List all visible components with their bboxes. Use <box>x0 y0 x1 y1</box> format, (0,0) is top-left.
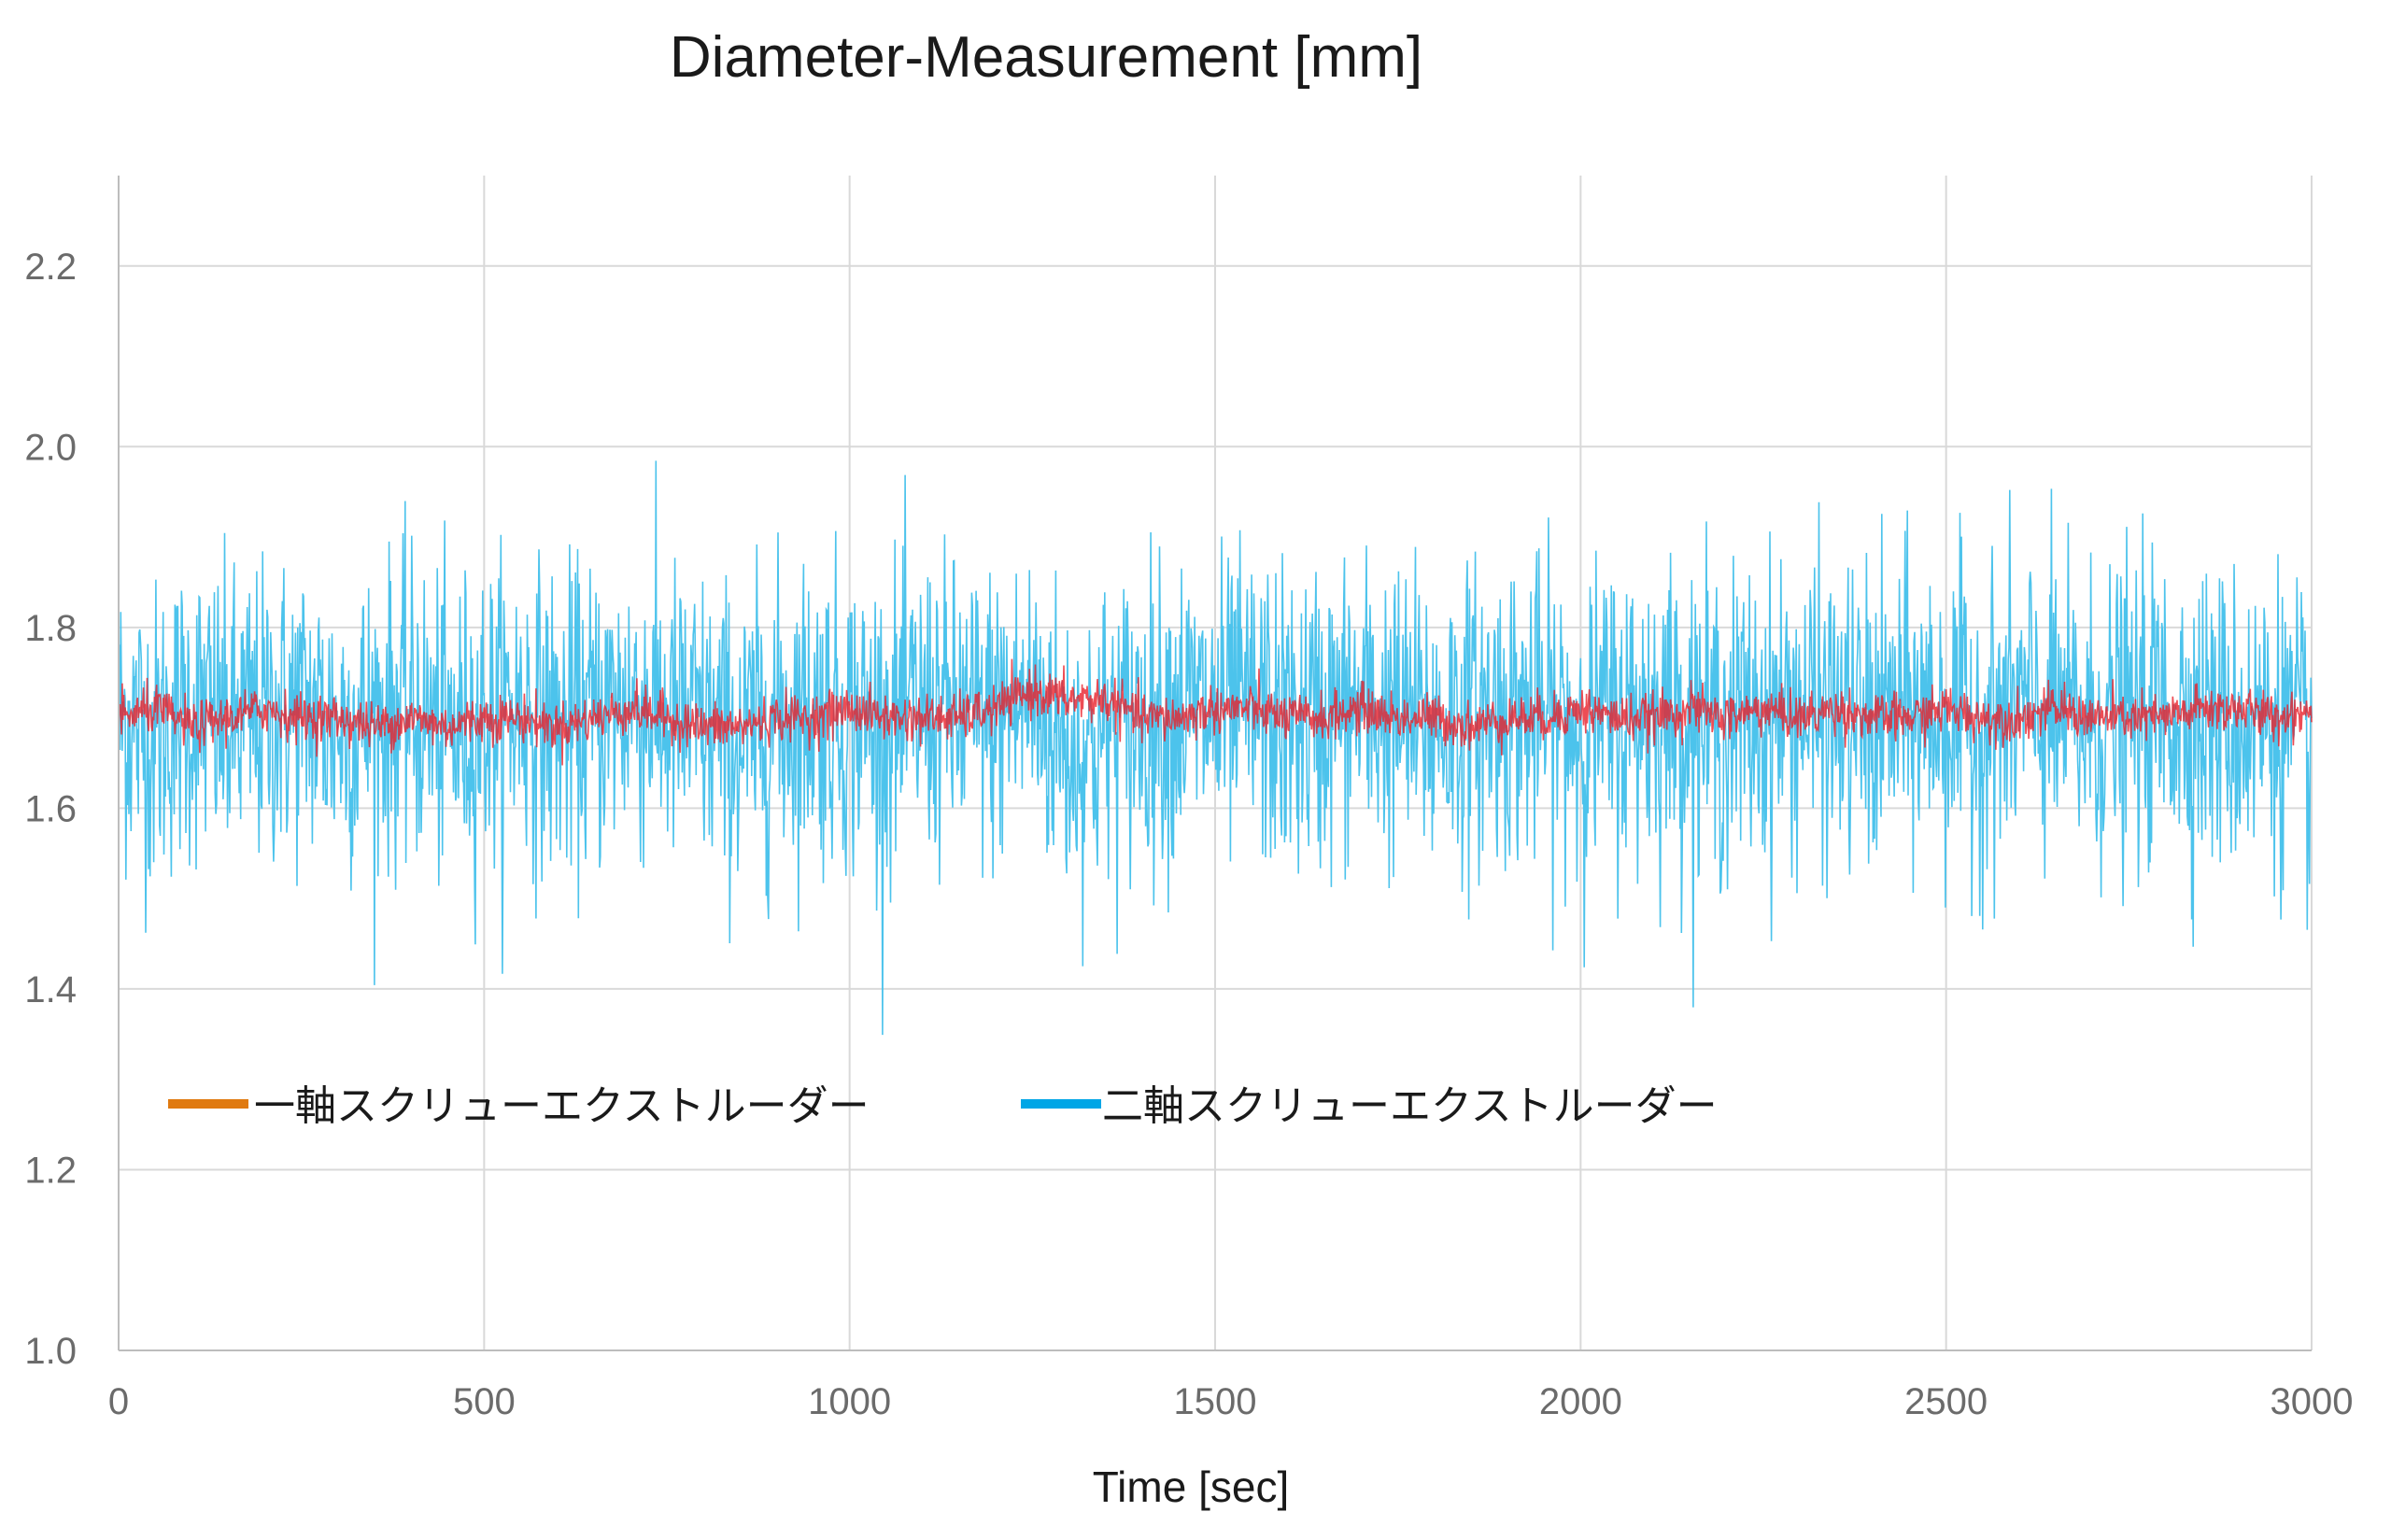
x-tick-label: 2000 <box>1539 1381 1622 1422</box>
plot-area <box>118 460 2313 1036</box>
y-tick-label: 1.2 <box>24 1150 77 1191</box>
x-tick-label: 2500 <box>1904 1381 1988 1422</box>
y-tick-label: 1.8 <box>24 608 77 649</box>
y-tick-label: 1.6 <box>24 788 77 829</box>
y-tick-label: 2.2 <box>24 247 77 288</box>
x-tick-label: 500 <box>453 1381 516 1422</box>
x-tick-label: 3000 <box>2271 1381 2354 1422</box>
x-axis-ticks: 0 500 1000 1500 2000 2500 3000 <box>108 1381 2354 1422</box>
legend-swatch-twin-screw <box>1021 1099 1101 1109</box>
chart-title: Diameter-Measurement [mm] <box>670 25 1422 90</box>
y-axis-ticks: 1.0 1.2 1.4 1.6 1.8 2.0 2.2 <box>24 247 77 1372</box>
x-axis-label: Time [sec] <box>1093 1462 1289 1511</box>
y-tick-label: 2.0 <box>24 427 77 468</box>
x-tick-label: 1500 <box>1174 1381 1257 1422</box>
legend-label-twin-screw: 二軸スクリューエクストルーダー <box>1102 1082 1718 1130</box>
legend-label-single-screw: 一軸スクリューエクストルーダー <box>254 1082 870 1130</box>
series-line-single-screw <box>118 658 2313 766</box>
y-tick-label: 1.4 <box>24 969 77 1010</box>
legend-swatch-single-screw <box>168 1099 248 1109</box>
y-tick-label: 1.0 <box>24 1331 77 1372</box>
x-tick-label: 0 <box>108 1381 129 1422</box>
x-tick-label: 1000 <box>808 1381 891 1422</box>
grid <box>119 176 2313 1350</box>
legend: 一軸スクリューエクストルーダー 二軸スクリューエクストルーダー <box>168 1082 1718 1130</box>
